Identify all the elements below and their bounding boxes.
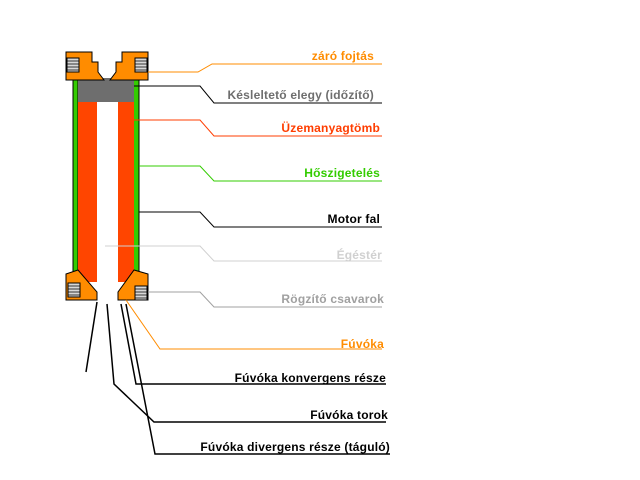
leader-delay <box>134 85 382 104</box>
leader-chamber <box>105 245 382 262</box>
label-screws: Rögzítő csavarok <box>281 292 384 306</box>
label-delay: Késleltető elegy (időzítő) <box>227 88 374 102</box>
leader-nozzle <box>125 299 382 350</box>
label-wall: Motor fal <box>328 212 380 226</box>
fuel-grain-left <box>78 102 97 282</box>
labels: záró fojtás Késleltető elegy (időzítő) Ü… <box>200 49 390 454</box>
motor-cross-section <box>65 51 149 301</box>
leader-throat <box>106 303 386 423</box>
leader-insulation <box>139 165 382 182</box>
label-seal: záró fojtás <box>312 49 374 63</box>
leader-nozzle-div-branch <box>125 303 390 455</box>
leader-lines <box>85 63 390 455</box>
screw-icon <box>66 57 80 73</box>
label-nozzle-div: Fúvóka divergens része (táguló) <box>200 440 390 454</box>
leader-fuel <box>134 119 382 137</box>
label-nozzle: Fúvóka <box>341 337 384 351</box>
combustion-chamber <box>97 102 118 300</box>
screw-icon <box>134 285 148 301</box>
label-chamber: Égéstér <box>337 247 383 262</box>
leader-screws <box>148 291 382 308</box>
delay-charge <box>78 78 134 102</box>
label-fuel: Üzemanyagtömb <box>281 120 380 135</box>
leader-wall <box>139 211 382 228</box>
label-nozzle-conv: Fúvóka konvergens része <box>235 371 386 385</box>
screw-icon <box>67 282 81 298</box>
fuel-grain-right <box>118 102 134 282</box>
nozzle-block <box>65 269 149 301</box>
label-throat: Fúvóka torok <box>310 408 388 422</box>
screw-icon <box>134 57 148 73</box>
insulation-left <box>72 75 79 289</box>
top-seal <box>65 51 149 81</box>
label-insulation: Hőszigetelés <box>304 166 380 180</box>
leader-nozzle-div <box>85 301 98 373</box>
leader-nozzle-conv <box>120 303 386 385</box>
leader-seal <box>148 63 382 73</box>
